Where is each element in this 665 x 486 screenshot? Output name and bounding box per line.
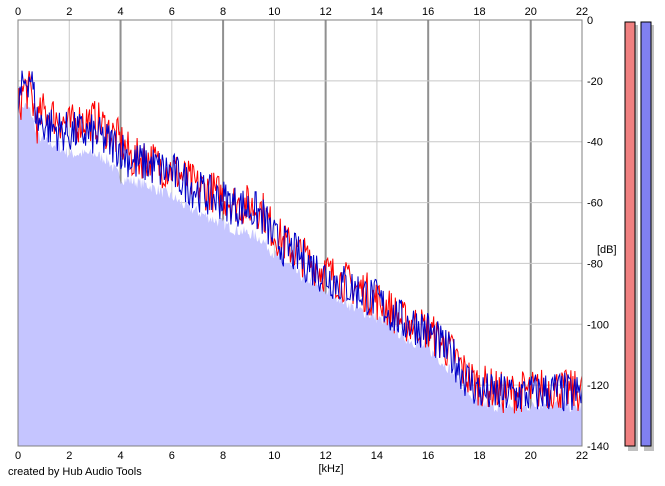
y-tick-label: -80 — [587, 258, 603, 270]
x-tick-label-top: 8 — [220, 6, 226, 18]
x-tick-label-bottom: 10 — [268, 450, 280, 462]
y-tick-label: -40 — [587, 137, 603, 149]
credit-text: created by Hub Audio Tools — [8, 466, 142, 478]
x-tick-label-bottom: 12 — [320, 450, 332, 462]
x-tick-label-top: 22 — [576, 6, 588, 18]
y-tick-label: -120 — [587, 380, 609, 392]
x-tick-label-bottom: 16 — [422, 450, 434, 462]
x-tick-label-top: 18 — [473, 6, 485, 18]
y-tick-label: -100 — [587, 319, 609, 331]
x-tick-label-top: 12 — [320, 6, 332, 18]
x-tick-label-top: 20 — [525, 6, 537, 18]
x-tick-label-top: 10 — [268, 6, 280, 18]
x-tick-label-bottom: 0 — [15, 450, 21, 462]
x-tick-label-top: 0 — [15, 6, 21, 18]
x-tick-label-bottom: 18 — [473, 450, 485, 462]
level-meter-bar-2 — [640, 21, 652, 447]
x-tick-label-top: 6 — [169, 6, 175, 18]
x-tick-label-top: 14 — [371, 6, 383, 18]
x-ticks-bottom: 0 2 4 6 8 10 12 14 16 18 20 22 — [15, 450, 588, 462]
x-tick-label-top: 4 — [117, 6, 123, 18]
x-axis-label: [kHz] — [318, 463, 343, 475]
plot-frame — [17, 19, 583, 447]
y-ticks: 0 -20 -40 -60 -80 -100 -120 -140 — [587, 15, 609, 453]
spectrum-series — [17, 70, 583, 414]
x-tick-label-bottom: 6 — [169, 450, 175, 462]
x-ticks-top: 0 2 4 6 8 10 12 14 16 18 20 22 — [15, 6, 588, 18]
x-tick-label-bottom: 8 — [220, 450, 226, 462]
x-tick-label-bottom: 4 — [117, 450, 123, 462]
y-tick-label: -60 — [587, 198, 603, 210]
y-tick-label: -20 — [587, 76, 603, 88]
y-tick-label: -140 — [587, 441, 609, 453]
x-tick-label-bottom: 20 — [525, 450, 537, 462]
series-line-2 — [17, 70, 583, 412]
spectrum-fill-area — [18, 102, 582, 447]
x-tick-label-bottom: 14 — [371, 450, 383, 462]
x-tick-label-bottom: 22 — [576, 450, 588, 462]
y-tick-label: 0 — [587, 15, 593, 27]
y-axis-label: [dB] — [597, 244, 617, 256]
x-tick-label-top: 2 — [66, 6, 72, 18]
level-meter-bar-1 — [624, 21, 636, 447]
x-tick-label-top: 16 — [422, 6, 434, 18]
level-meters — [624, 21, 654, 451]
x-tick-label-bottom: 2 — [66, 450, 72, 462]
